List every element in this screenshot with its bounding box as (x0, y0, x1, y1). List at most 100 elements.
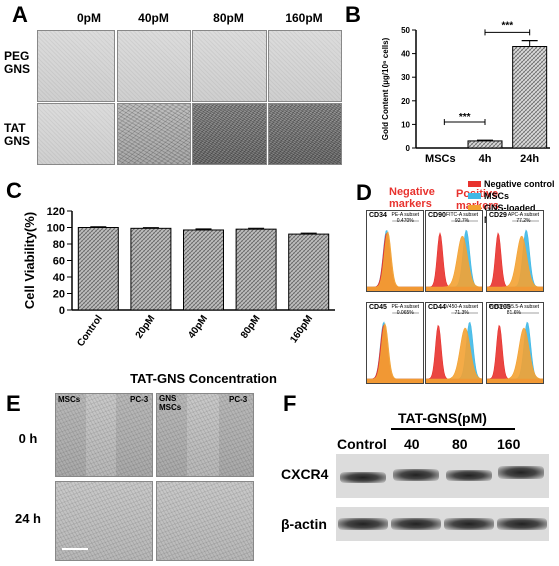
histogram-gns-loaded (367, 231, 423, 291)
micrograph-peg-40pm (117, 30, 191, 102)
negative-markers-title: Negative markers (389, 186, 435, 210)
x-tick-label: 4h (479, 153, 492, 165)
bar-24h (512, 46, 548, 149)
row-label-24h: 24 h (14, 511, 41, 526)
histogram-svg (487, 312, 543, 383)
y-tick-label: 0 (59, 305, 65, 317)
y-tick-label: 100 (47, 223, 65, 235)
y-tick-label: 40 (53, 272, 65, 284)
blot-beta-actin (336, 507, 549, 541)
gate-percent: 0.065% (396, 310, 414, 316)
histogram-gns-loaded (426, 235, 482, 291)
cell-region (219, 394, 253, 476)
lane-40: 40 (404, 436, 420, 452)
panel-letter-c: C (6, 178, 22, 203)
micrograph-peg-0pm (37, 30, 115, 102)
cell-region (56, 394, 86, 476)
legend-label: MSCs (484, 191, 510, 201)
histogram-svg (487, 220, 543, 291)
legend-mscs: MSCs (468, 190, 559, 202)
marker-label: CD29 (489, 212, 507, 219)
row-label-0h: 0 h (18, 431, 38, 446)
panel-letter-b: B (345, 2, 361, 27)
flow-histogram-cd29: CD29 APC-A subset 77.2% (486, 210, 544, 292)
gate-name: APC-A subset (507, 212, 539, 218)
gate-percent: 81.6% (506, 310, 521, 316)
gate-percent: 71.3% (454, 310, 469, 316)
gate-percent: 0.470% (396, 218, 414, 224)
row-cxcr4: CXCR4 (281, 466, 329, 482)
blot-cxcr4 (336, 454, 549, 498)
y-tick-label: 50 (401, 26, 410, 35)
micrograph-peg-160pm (268, 30, 342, 102)
col-label-40pm: 40pM (138, 11, 169, 25)
panel-letter-a: A (12, 2, 28, 27)
legend-swatch-red (468, 181, 481, 187)
panel-letter-f: F (283, 391, 297, 416)
y-tick-label: 20 (53, 289, 65, 301)
x-tick-label: 20pM (134, 313, 158, 340)
lane-control: Control (337, 436, 387, 452)
flow-histogram-cd105: CD105 PerCP-Cy5.5-A subset 81.6% (486, 302, 544, 384)
x-tick-label: MSCs (425, 153, 456, 165)
histogram-svg (426, 312, 482, 383)
row-beta-actin: β-actin (281, 516, 327, 532)
marker-label: CD34 (369, 212, 387, 219)
scale-bar (62, 548, 88, 550)
wound-gns-msc-24h (156, 481, 254, 561)
cell-viability-chart: 0 20 40 60 80 100 120 Cell Viability(%) Control 2… (22, 206, 335, 386)
histogram-svg (426, 220, 482, 291)
gate-label: PE-A subset 0.065% (391, 304, 419, 316)
band (446, 470, 492, 481)
legend-negative-control: Negative control (468, 178, 559, 190)
panel-letter-e: E (6, 391, 21, 416)
bar-20pM (130, 227, 172, 311)
y-tick-label: 30 (401, 73, 410, 82)
legend-label: Negative control (484, 179, 555, 189)
gold-content-chart: 0 10 20 30 40 50 Gold Content (µg/10⁶ cells) MS… (381, 20, 550, 165)
flow-histogram-cd45: CD45 PE-A subset 0.065% (366, 302, 424, 384)
band (338, 518, 388, 530)
gate-label: PE-A subset 0.470% (391, 212, 419, 224)
treatment-label: TAT-GNS(pM) (398, 410, 487, 426)
y-tick-label: 40 (401, 50, 410, 59)
histogram-svg (367, 220, 423, 291)
col-label-80pm: 80pM (213, 11, 244, 25)
gate-label: V450-A subset 71.3% (445, 304, 478, 316)
cell-region (157, 394, 187, 476)
band (393, 469, 439, 481)
treatment-bracket (391, 428, 515, 430)
lane-80: 80 (452, 436, 468, 452)
micrograph-tat-40pm (117, 103, 191, 165)
legend-swatch-blue (468, 193, 481, 199)
band (391, 518, 441, 530)
band (497, 518, 547, 530)
row-label-gns: GNS (4, 134, 31, 148)
gate-label: APC-A subset 77.2% (508, 212, 539, 224)
band (498, 466, 544, 479)
row-label-tat: TAT (4, 121, 26, 135)
x-tick-label: 24h (520, 153, 539, 165)
gate-name: PE-A subset (391, 304, 419, 310)
marker-label: CD44 (428, 304, 446, 311)
x-tick-label: 80pM (239, 313, 263, 340)
label-pc3: PC-3 (130, 395, 149, 404)
bar-160pM (288, 233, 330, 311)
gate-percent: 92.7% (454, 218, 470, 224)
col-label-0pm: 0pM (77, 11, 101, 25)
y-tick-label: 10 (401, 120, 410, 129)
bar-4h (467, 140, 503, 149)
gate-label: PerCP-Cy5.5-A subset 81.6% (489, 304, 539, 316)
label-gns: GNS (159, 394, 177, 403)
y-tick-label: 0 (406, 144, 411, 153)
micrograph-peg-80pm (192, 30, 267, 102)
gate-name: FITC-A subset (446, 212, 478, 218)
gate-percent: 77.2% (516, 218, 531, 224)
histogram-gns-loaded (426, 327, 482, 383)
x-tick-label: 160pM (288, 313, 315, 345)
row-label-gns: GNS (4, 62, 31, 76)
x-tick-label: 40pM (186, 313, 210, 340)
histogram-gns-loaded (487, 327, 543, 383)
label-pc3-2: PC-3 (229, 395, 248, 404)
negative-title-line2: markers (389, 198, 432, 210)
